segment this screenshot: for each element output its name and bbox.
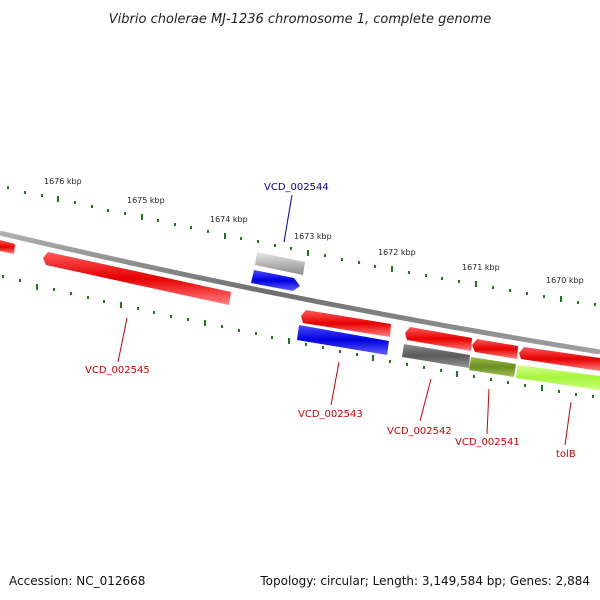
gene-label-vcd-002543[interactable]: VCD_002543 <box>298 409 363 420</box>
gene-feature-vcd-002543[interactable] <box>297 325 389 355</box>
leader-lines <box>117 194 572 446</box>
gene-feature-vcd-002543-forward[interactable] <box>301 310 391 337</box>
gene-feature-tolb-forward[interactable] <box>519 347 600 371</box>
leader-line-tolb <box>564 401 572 446</box>
scale-label-1672: 1672 kbp <box>378 248 416 257</box>
leader-line-vcd-002545 <box>117 317 128 363</box>
inner-tick-track <box>2 275 594 398</box>
genome-summary-text: Topology: circular; Length: 3,149,584 bp… <box>259 574 590 588</box>
gene-label-vcd-002542[interactable]: VCD_002542 <box>387 426 452 437</box>
gene-feature-left-edge[interactable] <box>0 240 15 254</box>
gene-feature-vcd-002541-forward[interactable] <box>472 339 518 359</box>
scale-label-1674: 1674 kbp <box>210 215 248 224</box>
leader-line-vcd-002543 <box>330 361 340 406</box>
gene-feature-vcd-002541[interactable] <box>469 357 516 377</box>
leader-line-vcd-002544 <box>283 194 293 243</box>
scale-label-1675: 1675 kbp <box>127 196 165 205</box>
scale-label-1670: 1670 kbp <box>546 276 584 285</box>
scale-label-1676: 1676 kbp <box>44 177 82 186</box>
outer-tick-track <box>7 186 596 306</box>
gene-feature-vcd-002545[interactable] <box>43 252 231 305</box>
gene-label-vcd-002544[interactable]: VCD_002544 <box>264 182 329 193</box>
leader-line-vcd-002541 <box>486 388 490 435</box>
gene-label-vcd-002545[interactable]: VCD_002545 <box>85 365 150 376</box>
gene-feature-tolb[interactable] <box>516 365 600 390</box>
accession-text: Accession: NC_012668 <box>9 574 145 588</box>
gene-feature-vcd-002542[interactable] <box>402 344 470 368</box>
gene-feature-vcd-002544-rna[interactable] <box>255 252 305 275</box>
leader-line-vcd-002542 <box>419 378 432 422</box>
genome-backbone <box>0 230 600 355</box>
gene-feature-vcd-002544[interactable] <box>251 270 300 291</box>
gene-label-vcd-002541[interactable]: VCD_002541 <box>455 437 520 448</box>
gene-label-tolb[interactable]: tolB <box>556 449 576 460</box>
gene-feature-vcd-002542-forward[interactable] <box>405 327 472 351</box>
genome-title: Vibrio cholerae MJ-1236 chromosome 1, co… <box>109 12 491 27</box>
scale-label-1671: 1671 kbp <box>462 263 500 272</box>
scale-label-1673: 1673 kbp <box>294 232 332 241</box>
